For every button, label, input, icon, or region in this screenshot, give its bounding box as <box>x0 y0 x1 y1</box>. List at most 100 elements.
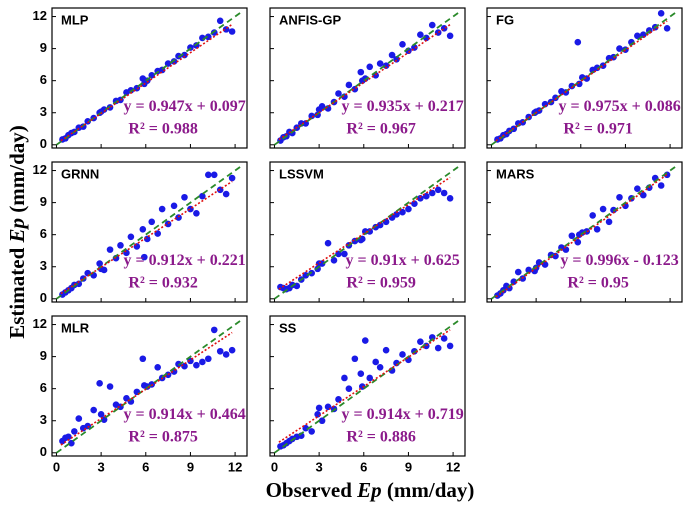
point <box>84 422 92 430</box>
point <box>228 28 236 35</box>
point <box>199 192 206 200</box>
panel-title: MLR <box>61 320 90 335</box>
point <box>170 202 178 210</box>
one-to-one-line <box>490 164 679 300</box>
y-label-part: Estimated <box>5 243 29 339</box>
point <box>575 80 583 88</box>
point <box>376 60 384 67</box>
point <box>568 232 576 240</box>
point <box>140 382 148 389</box>
x-tick-label: 9 <box>187 459 194 474</box>
point <box>148 218 156 226</box>
point <box>175 214 182 221</box>
point <box>388 51 396 59</box>
point <box>133 243 141 250</box>
r-squared: R² = 0.971 <box>563 120 632 137</box>
point <box>376 363 384 371</box>
panel-title: ANFIS-GP <box>279 12 341 27</box>
x-tick-label: 0 <box>53 459 60 474</box>
point <box>139 226 147 233</box>
y-tick-label: 3 <box>40 258 47 273</box>
point <box>345 385 353 392</box>
point <box>593 226 601 233</box>
point <box>568 82 576 90</box>
point <box>399 41 406 48</box>
point <box>193 209 200 217</box>
panel: FG y = 0.975x + 0.086 R² = 0.971 <box>486 7 683 149</box>
point <box>318 417 326 425</box>
point <box>361 337 369 344</box>
y-tick-label: 0 <box>40 290 47 305</box>
x-tick-label: 9 <box>405 459 412 474</box>
point <box>210 171 218 179</box>
point <box>75 415 83 422</box>
x-tick-label: 3 <box>98 459 105 474</box>
point <box>222 190 230 198</box>
point <box>428 189 436 197</box>
point <box>357 370 365 378</box>
y-tick-label: 3 <box>40 412 47 427</box>
r-squared: R² = 0.988 <box>128 120 197 137</box>
point <box>440 25 448 32</box>
y-tick-label: 12 <box>33 162 47 177</box>
point <box>308 428 315 435</box>
point <box>84 117 92 125</box>
r-squared: R² = 0.967 <box>346 120 415 137</box>
one-to-one-line <box>55 318 244 454</box>
point <box>90 406 97 414</box>
panel: 0 3 6 9 12 0 3 6 9 12 MLR y = 0.914x + 0.464 R² = 0.… <box>33 315 248 474</box>
point <box>634 185 641 193</box>
point <box>376 221 384 229</box>
point <box>428 21 436 29</box>
y-tick-label: 6 <box>40 72 47 87</box>
fit-equation: y = 0.914x + 0.464 <box>123 406 245 423</box>
point <box>127 233 135 241</box>
point <box>417 31 424 39</box>
point <box>541 261 549 268</box>
x-tick-label: 12 <box>446 459 460 474</box>
panel: MARS y = 0.996x - 0.123 R² = 0.95 <box>486 161 683 303</box>
y-label-part: (mm/day) <box>5 125 29 218</box>
point <box>345 81 353 89</box>
point <box>139 355 147 363</box>
point <box>358 77 366 84</box>
point <box>657 10 665 17</box>
point <box>599 205 607 213</box>
point <box>204 171 212 179</box>
point <box>382 346 390 354</box>
point <box>341 374 348 382</box>
point <box>605 218 613 226</box>
fit-equation: y = 0.935x + 0.217 <box>341 98 463 115</box>
point <box>357 68 365 76</box>
point <box>514 268 522 276</box>
y-tick-label: 9 <box>40 348 47 363</box>
r-squared: R² = 0.959 <box>346 274 415 291</box>
x-tick-label: 0 <box>271 459 278 474</box>
point <box>204 355 212 363</box>
x-tick-label: 6 <box>360 459 367 474</box>
x-tick-label: 3 <box>316 459 323 474</box>
point <box>96 380 103 387</box>
point <box>341 250 348 258</box>
panel: 0 3 6 9 12 SS y = 0.914x + 0.719 R² = 0.886 <box>269 315 466 474</box>
panel-title: MLP <box>61 12 89 27</box>
panel-title: SS <box>279 320 297 335</box>
panel-title: LSSVM <box>279 166 324 181</box>
point <box>210 326 218 334</box>
point <box>154 363 161 371</box>
x-tick-label: 6 <box>142 459 149 474</box>
panel-title: FG <box>496 12 514 27</box>
point <box>639 191 647 199</box>
point <box>434 186 442 194</box>
point <box>97 411 105 418</box>
y-tick-label: 12 <box>33 316 47 331</box>
one-to-one-line <box>273 10 462 146</box>
point <box>411 200 418 207</box>
y-tick-label: 9 <box>40 194 47 209</box>
point <box>335 90 342 97</box>
point <box>181 193 188 201</box>
panel: ANFIS-GP y = 0.935x + 0.217 R² = 0.967 <box>269 7 466 149</box>
x-label-part: Ep <box>356 478 382 502</box>
x-tick-label: 12 <box>228 459 242 474</box>
point <box>434 344 442 352</box>
